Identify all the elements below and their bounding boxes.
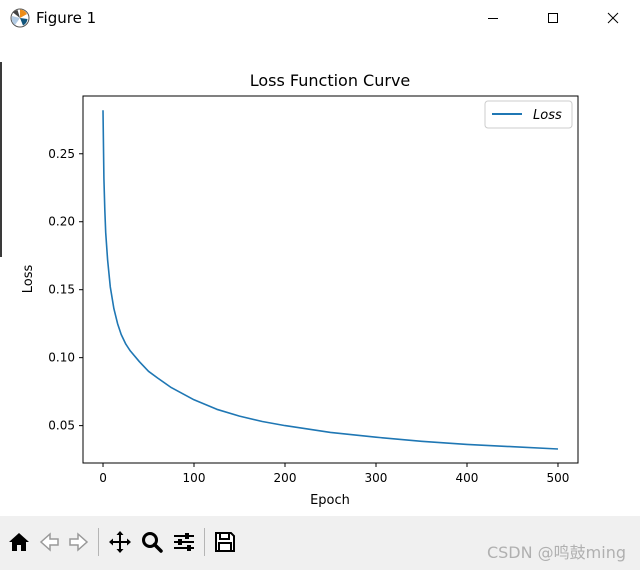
y-axis: 0.05 0.10 0.15 0.20 0.25 (48, 147, 83, 433)
x-tick-label: 200 (274, 471, 297, 485)
matplotlib-logo-icon (10, 8, 30, 28)
legend-box (484, 100, 573, 129)
window-title: Figure 1 (36, 9, 97, 27)
close-icon (607, 12, 619, 24)
maximize-button[interactable] (530, 0, 576, 36)
y-tick-label: 0.25 (48, 147, 75, 161)
maximize-icon (548, 13, 558, 23)
forward-button[interactable] (65, 528, 93, 556)
pan-icon (109, 531, 131, 553)
navigation-toolbar (0, 516, 640, 570)
loss-chart: Loss Function Curve 0 100 200 300 400 500 0.0… (21, 71, 579, 508)
save-button[interactable] (211, 528, 239, 556)
save-icon (215, 532, 235, 552)
minimize-button[interactable] (470, 0, 516, 36)
y-tick-label: 0.05 (48, 419, 75, 433)
minimize-icon (488, 18, 498, 19)
axes-frame (82, 95, 579, 464)
configure-subplots-button[interactable] (170, 528, 198, 556)
x-tick-label: 300 (365, 471, 388, 485)
left-edge-shadow (0, 62, 2, 257)
toolbar-separator (204, 528, 205, 556)
configure-subplots-icon (174, 533, 194, 551)
y-tick-label: 0.10 (48, 351, 75, 365)
zoom-icon (142, 532, 163, 553)
home-button[interactable] (5, 528, 33, 556)
x-tick-label: 100 (183, 471, 206, 485)
loss-series-line (102, 110, 559, 450)
pan-button[interactable] (106, 528, 134, 556)
legend-label: Loss (533, 108, 562, 123)
back-button[interactable] (35, 528, 63, 556)
toolbar-separator (98, 528, 99, 556)
home-icon (9, 533, 29, 551)
forward-icon (69, 532, 89, 552)
watermark: CSDN @鸣鼓ming (486, 543, 626, 562)
figure-canvas[interactable]: Loss Function Curve 0 100 200 300 400 500 0.0… (0, 36, 640, 516)
legend: Loss (484, 100, 573, 129)
x-tick-label: 0 (99, 471, 107, 485)
window-titlebar: Figure 1 (0, 0, 640, 36)
x-axis: 0 100 200 300 400 500 (99, 463, 569, 485)
back-icon (39, 532, 59, 552)
close-button[interactable] (590, 0, 636, 36)
y-tick-label: 0.20 (48, 215, 75, 229)
x-axis-label: Epoch (310, 493, 350, 508)
zoom-button[interactable] (138, 528, 166, 556)
chart-title: Loss Function Curve (250, 71, 411, 90)
y-tick-label: 0.15 (48, 283, 75, 297)
x-tick-label: 500 (547, 471, 570, 485)
x-tick-label: 400 (456, 471, 479, 485)
y-axis-label: Loss (21, 265, 36, 294)
